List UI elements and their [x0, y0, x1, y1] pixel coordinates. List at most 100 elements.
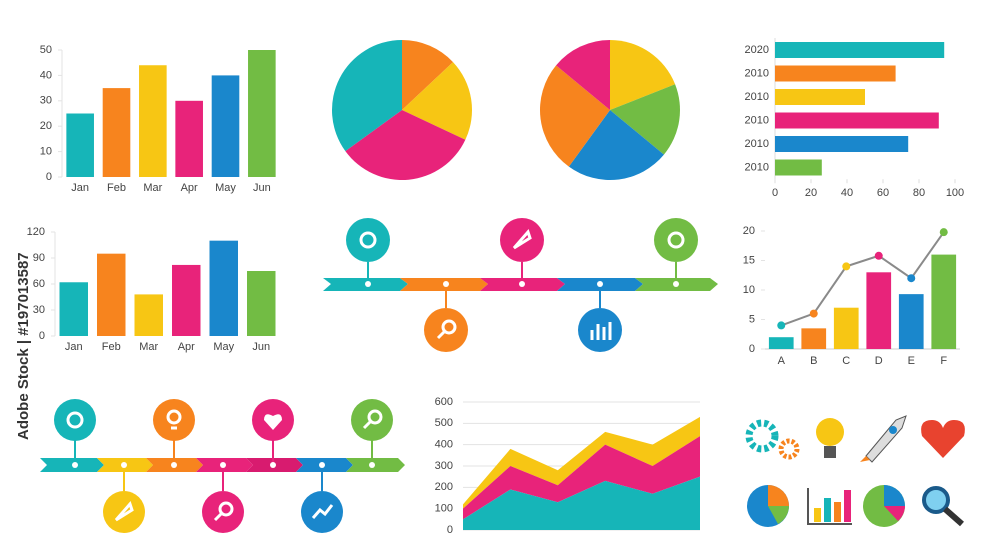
y-tick-label: 30 [33, 304, 45, 316]
bar [66, 113, 94, 177]
bar [801, 328, 827, 349]
y-tick-label: 2010 [745, 138, 769, 150]
bar [247, 271, 276, 336]
y-tick-label: 2010 [745, 67, 769, 79]
line [780, 231, 945, 327]
y-tick-label: 100 [435, 503, 453, 515]
pie-slice [540, 65, 610, 167]
y-tick-label: 0 [46, 171, 52, 183]
x-tick-label: Feb [107, 182, 126, 194]
bar [775, 42, 945, 58]
pie-slice [610, 84, 680, 155]
pie-slice [556, 39, 610, 110]
x-tick-label: Mar [143, 182, 162, 194]
bar [102, 88, 131, 177]
area [463, 436, 700, 520]
y-tick-label: 200 [435, 481, 453, 493]
bar [211, 75, 240, 177]
pie-slice [568, 110, 664, 180]
x-tick-label: Mar [139, 341, 158, 353]
x-tick-label: 60 [877, 187, 889, 199]
pie-slice [345, 110, 466, 180]
bar [134, 294, 163, 336]
icon-gear [346, 218, 390, 262]
x-tick-label: C [842, 355, 850, 367]
icon-gear [654, 218, 698, 262]
timeline-bottom [40, 399, 405, 533]
line-marker [777, 321, 786, 330]
bar [866, 272, 892, 349]
y-tick-label: 20 [40, 120, 52, 132]
line-marker [939, 228, 948, 237]
bar [775, 159, 822, 176]
y-tick-label: 300 [435, 460, 453, 472]
bar [175, 100, 203, 177]
y-tick-label: 5 [749, 313, 755, 325]
bar [775, 112, 939, 129]
area [463, 476, 700, 530]
y-tick-label: 120 [27, 226, 45, 238]
x-tick-label: 20 [805, 187, 817, 199]
x-tick-label: Apr [181, 182, 198, 194]
bar [775, 65, 896, 82]
y-tick-label: 2010 [745, 114, 769, 126]
y-tick-label: 0 [749, 343, 755, 355]
icon-set [745, 415, 965, 527]
area [463, 416, 700, 509]
bar [775, 89, 865, 105]
bar [248, 50, 276, 177]
bar [833, 307, 859, 349]
pie-slice [402, 40, 454, 110]
y-tick-label: 0 [39, 330, 45, 342]
bar [768, 337, 794, 349]
bar [209, 240, 238, 336]
y-tick-label: 30 [40, 95, 52, 107]
y-tick-label: 10 [40, 146, 52, 158]
y-tick-label: 600 [435, 396, 453, 408]
line-marker [809, 309, 818, 318]
y-tick-label: 10 [743, 284, 755, 296]
x-tick-label: Apr [178, 341, 195, 353]
x-tick-label: 0 [772, 187, 778, 199]
x-tick-label: 40 [841, 187, 853, 199]
icon-chart [578, 308, 622, 352]
bar [139, 65, 167, 177]
x-tick-label: E [908, 355, 915, 367]
x-tick-label: Jan [71, 182, 89, 194]
x-tick-label: Jun [252, 341, 270, 353]
bar [97, 253, 126, 336]
line-marker [907, 274, 916, 283]
bar [775, 136, 909, 152]
y-tick-label: 500 [435, 417, 453, 429]
pie-slice [332, 39, 402, 152]
y-tick-label: 20 [743, 225, 755, 237]
timeline-top [323, 218, 718, 352]
x-tick-label: F [940, 355, 947, 367]
bar [59, 282, 88, 336]
y-tick-label: 40 [40, 69, 52, 81]
x-tick-label: Jun [253, 182, 271, 194]
watermark: Adobe Stock | #197013587 [15, 252, 32, 440]
x-tick-label: 100 [946, 187, 964, 199]
x-tick-label: Feb [102, 341, 121, 353]
bar [898, 294, 924, 349]
x-tick-label: D [875, 355, 883, 367]
x-tick-label: May [215, 182, 236, 194]
y-tick-label: 2010 [745, 161, 769, 173]
y-tick-label: 15 [743, 254, 755, 266]
y-tick-label: 2010 [745, 91, 769, 103]
x-tick-label: Jan [65, 341, 83, 353]
bar [172, 264, 201, 336]
y-tick-label: 60 [33, 278, 45, 290]
x-tick-label: May [213, 341, 234, 353]
bar [931, 254, 957, 349]
pie-slice [402, 62, 472, 140]
y-tick-label: 50 [40, 44, 52, 56]
pie-slice [610, 40, 676, 110]
y-tick-label: 400 [435, 439, 453, 451]
y-tick-label: 2020 [745, 44, 769, 56]
icon-search [424, 308, 468, 352]
line-marker [842, 262, 851, 271]
x-tick-label: A [778, 355, 786, 367]
